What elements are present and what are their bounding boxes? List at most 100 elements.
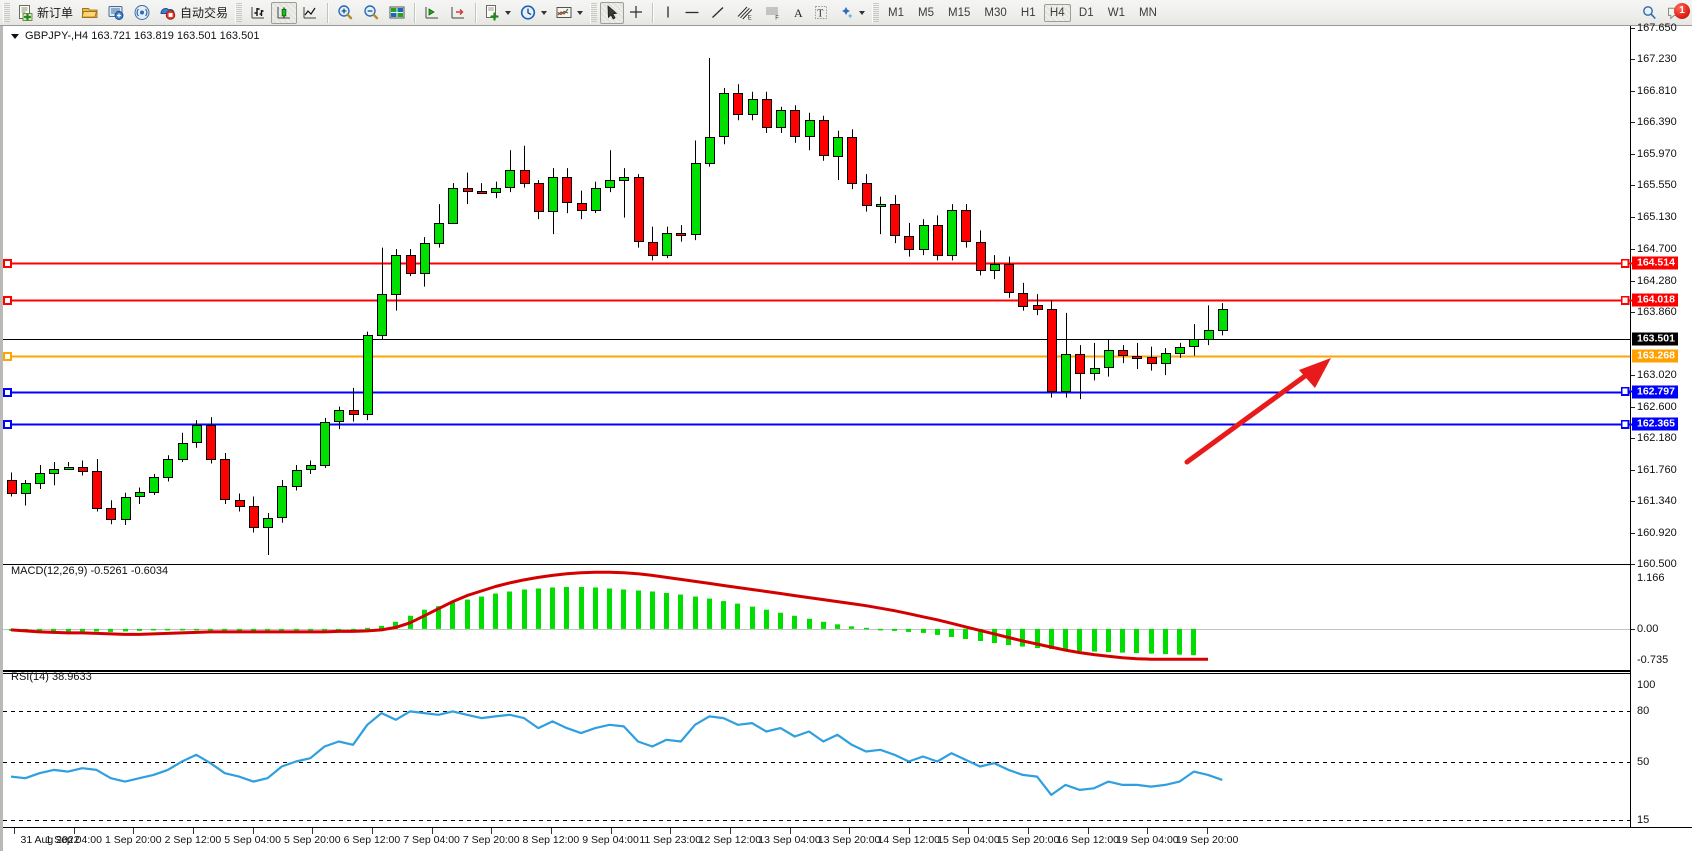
- badge-handle-icon[interactable]: [1620, 295, 1632, 305]
- time-tick-label: 31 Aug 2022: [20, 834, 80, 846]
- price-tick-label: 163.020: [1637, 369, 1677, 382]
- autotrading-button[interactable]: 自动交易: [155, 2, 232, 24]
- price-level-badge-support[interactable]: 162.365: [1620, 417, 1678, 431]
- toolbar-grip-4[interactable]: [872, 2, 880, 23]
- price-level-badge-current-price[interactable]: 163.501: [1632, 332, 1678, 346]
- auto-scroll-button[interactable]: [445, 2, 471, 24]
- level-handle[interactable]: [3, 296, 12, 305]
- rsi-line: [10, 710, 1223, 796]
- price-level-badge-support[interactable]: 162.797: [1620, 385, 1678, 399]
- indicators-button[interactable]: [551, 2, 587, 24]
- terminal-button[interactable]: [103, 2, 129, 24]
- candle: [990, 264, 1000, 271]
- rsi-tick-label: 80: [1637, 705, 1650, 718]
- period-caret-icon[interactable]: [541, 10, 548, 15]
- timeframe-m30-button[interactable]: M30: [984, 6, 1007, 19]
- chart-frame: 167.650 167.230 166.810 166.390 165.970 165.5…: [0, 22, 1692, 851]
- horizontal-line-tool-button[interactable]: [679, 2, 705, 24]
- rsi-tick-label: 15: [1637, 814, 1650, 826]
- toolbar-grip[interactable]: [3, 2, 10, 23]
- level-handle[interactable]: [3, 420, 12, 429]
- candle: [676, 233, 686, 236]
- zoom-out-button[interactable]: [358, 2, 384, 24]
- level-handle[interactable]: [3, 388, 12, 397]
- text-tool-button[interactable]: A: [787, 2, 809, 24]
- time-tick: [849, 828, 850, 834]
- timeframe-h4-button[interactable]: H4: [1043, 3, 1071, 22]
- notifications-button[interactable]: 1: [1662, 2, 1692, 24]
- candle: [1147, 357, 1157, 364]
- candlestick-series: [7, 57, 1228, 556]
- market-watch-button[interactable]: [129, 2, 155, 24]
- time-tick: [1207, 828, 1208, 834]
- zoom-in-button[interactable]: [332, 2, 358, 24]
- time-tick: [968, 828, 969, 834]
- zoom-out-icon: [362, 4, 380, 21]
- trend-arrow-annotation[interactable]: [1184, 358, 1331, 465]
- timeframe-w1-button[interactable]: W1: [1107, 6, 1125, 19]
- price-tick: [1631, 564, 1635, 565]
- chart-canvas[interactable]: [3, 26, 1692, 851]
- fibonacci-tool-button[interactable]: F: [759, 2, 787, 24]
- new-order-button[interactable]: 新订单: [13, 2, 77, 24]
- level-handle[interactable]: [3, 259, 12, 268]
- timeframe-h1-button[interactable]: H1: [1020, 6, 1036, 19]
- badge-handle-icon[interactable]: [1620, 258, 1632, 268]
- badge-handle-icon[interactable]: [1620, 419, 1632, 429]
- vertical-line-tool-button[interactable]: [657, 2, 679, 24]
- cursor-tool-button[interactable]: [600, 1, 625, 24]
- chart-area[interactable]: 167.650 167.230 166.810 166.390 165.970 165.5…: [0, 22, 1692, 851]
- crosshair-tool-button[interactable]: [624, 2, 648, 24]
- time-tick: [193, 828, 194, 834]
- new-chart-button[interactable]: [480, 2, 515, 24]
- candle: [862, 183, 872, 206]
- svg-text:T: T: [817, 8, 823, 19]
- candle: [1175, 347, 1185, 354]
- time-axis[interactable]: 31 Aug 2022 1 Sep 04:00 1 Sep 20:00 2 Sep 1…: [6, 827, 1692, 851]
- price-level-badge-resistance[interactable]: 164.514: [1620, 256, 1678, 270]
- candle: [64, 467, 74, 470]
- new-chart-caret-icon[interactable]: [505, 10, 512, 15]
- bar-chart-button[interactable]: [245, 2, 271, 24]
- toolbar-grip-3[interactable]: [590, 2, 598, 23]
- candle: [406, 255, 416, 274]
- candle: [705, 137, 715, 164]
- chart-dropdown-caret-icon[interactable]: [11, 34, 19, 39]
- price-tick-label: 166.390: [1637, 116, 1677, 129]
- price-level-badge-resistance[interactable]: 164.018: [1620, 293, 1678, 307]
- period-button[interactable]: [515, 2, 551, 24]
- timeframe-m5-button[interactable]: M5: [918, 6, 934, 19]
- candle: [477, 191, 487, 194]
- timeframe-m15-button[interactable]: M15: [948, 6, 971, 19]
- time-tick: [253, 828, 254, 834]
- shift-end-button[interactable]: [419, 2, 445, 24]
- text-label-tool-button[interactable]: T: [809, 2, 833, 24]
- candle: [1118, 350, 1128, 356]
- toolbar-grip-2[interactable]: [235, 2, 243, 23]
- candle: [1033, 305, 1043, 310]
- timeframe-mn-button[interactable]: MN: [1139, 6, 1157, 19]
- candle: [163, 459, 173, 478]
- shapes-tool-button[interactable]: [833, 2, 869, 24]
- equidistant-channel-button[interactable]: E: [731, 2, 759, 24]
- candle: [748, 99, 758, 115]
- search-button[interactable]: [1636, 2, 1662, 24]
- expert-advisors-button[interactable]: [77, 2, 103, 24]
- indicators-caret-icon[interactable]: [577, 10, 584, 15]
- level-handle[interactable]: [3, 352, 12, 361]
- line-chart-button[interactable]: [297, 2, 323, 24]
- shapes-caret-icon[interactable]: [859, 10, 866, 15]
- price-tick: [1631, 59, 1635, 60]
- time-tick-label: 11 Sep 23:00: [639, 834, 702, 846]
- candlestick-chart-button[interactable]: [271, 1, 298, 24]
- text-label-icon: T: [813, 4, 829, 21]
- badge-handle-icon[interactable]: [1620, 386, 1632, 397]
- price-level-badge-pivot[interactable]: 163.268: [1632, 349, 1678, 363]
- candle: [619, 177, 629, 181]
- price-axis[interactable]: 167.650 167.230 166.810 166.390 165.970 165.5…: [1620, 22, 1692, 851]
- grid-view-button[interactable]: [384, 2, 410, 24]
- timeframe-m1-button[interactable]: M1: [888, 6, 905, 19]
- trendline-tool-button[interactable]: [705, 2, 731, 24]
- candle: [7, 480, 17, 494]
- timeframe-d1-button[interactable]: D1: [1078, 6, 1094, 19]
